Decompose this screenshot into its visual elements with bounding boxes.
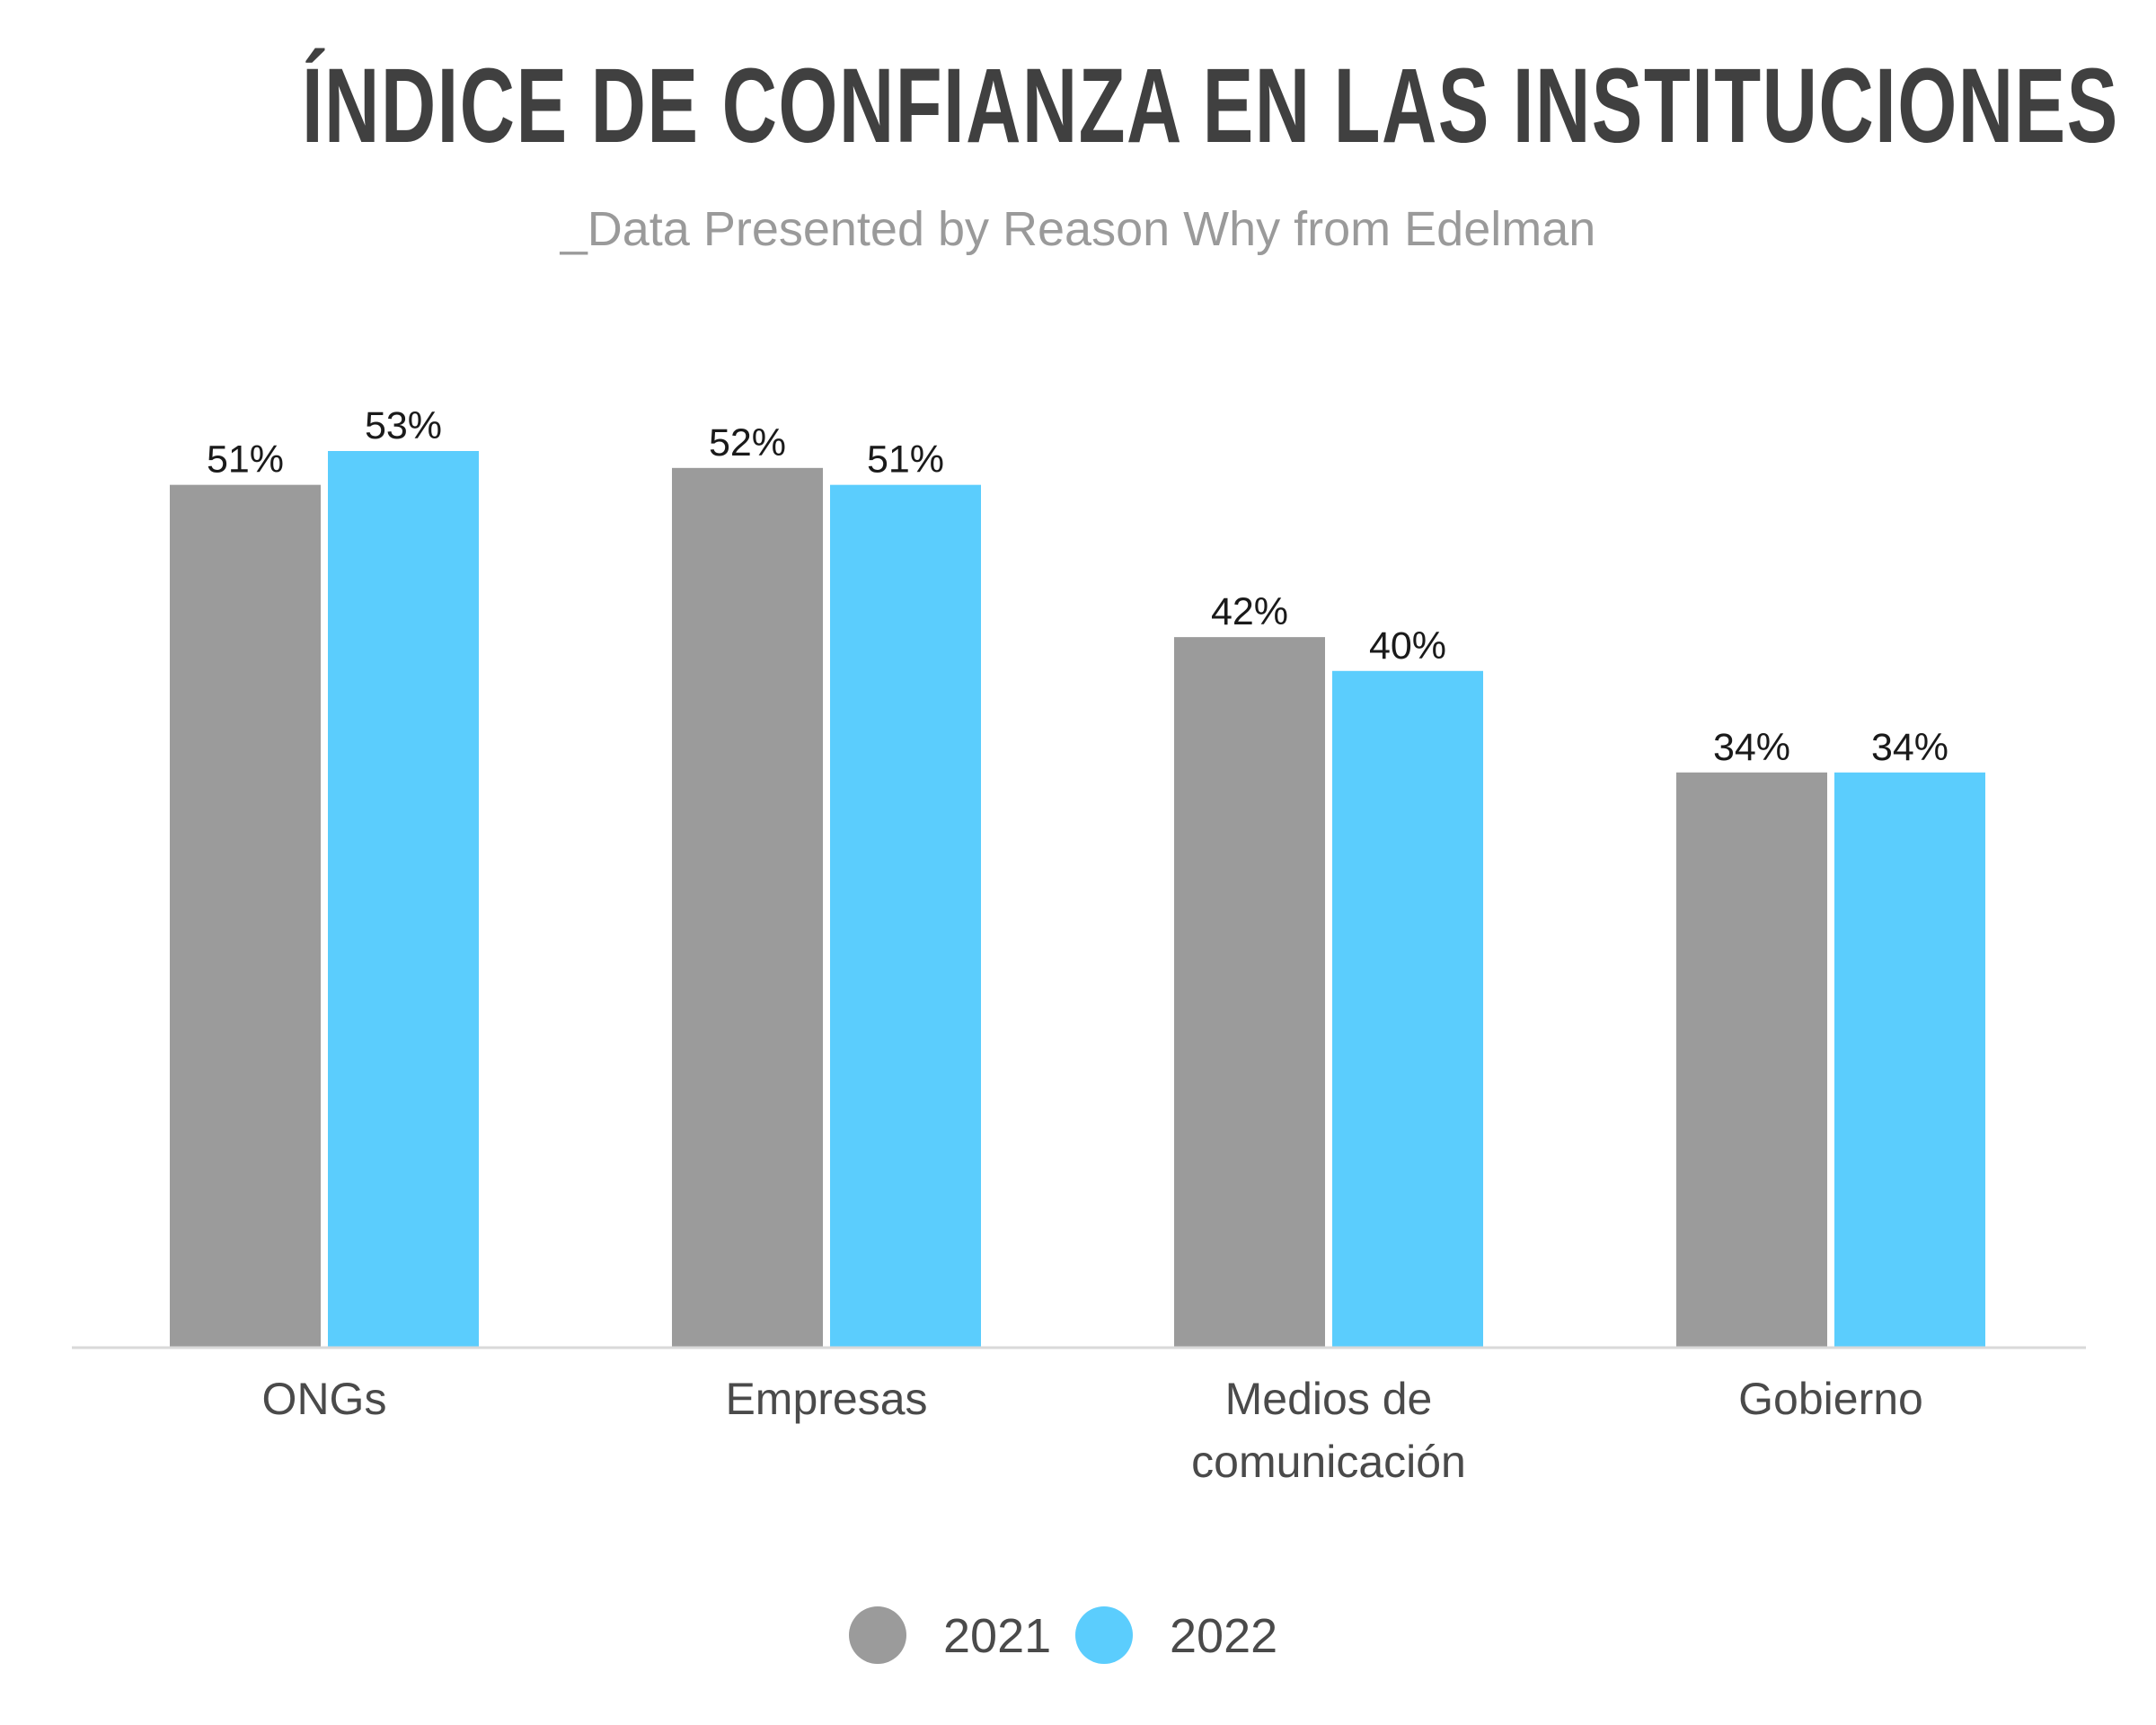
value-label-empresas-2022: 51% <box>867 438 944 482</box>
value-label-medios-de-comunicacion-2022: 40% <box>1369 624 1446 668</box>
bar-medios-de-comunicacion-2022 <box>1332 670 1483 1348</box>
category-label-medios-de-comunicacion-line-2: comunicación <box>1191 1437 1466 1487</box>
value-label-gobierno-2022: 34% <box>1871 726 1948 769</box>
bar-ongs-2022 <box>328 451 479 1348</box>
chart-title: ÍNDICE DE CONFIANZA EN LAS INSTITUCIONES <box>301 47 2119 165</box>
category-label-empresas: Empresas <box>725 1374 927 1424</box>
legend-label-2022: 2022 <box>1170 1609 1277 1663</box>
bar-medios-de-comunicacion-2021 <box>1174 637 1325 1348</box>
bar-gobierno-2021 <box>1676 772 1827 1348</box>
bar-empresas-2021 <box>672 467 823 1348</box>
bar-gobierno-2022 <box>1834 772 1985 1348</box>
chart-subtitle: _Data Presented by Reason Why from Edelm… <box>560 202 1596 256</box>
value-label-ongs-2021: 51% <box>207 438 284 482</box>
value-label-gobierno-2021: 34% <box>1713 726 1790 769</box>
value-labels-group: 51% 53% 52% 51% 42% 40% 34% 34% <box>207 404 1948 769</box>
category-label-gobierno: Gobierno <box>1738 1374 1923 1424</box>
legend: 2021 2022 <box>849 1606 1277 1664</box>
legend-swatch-2021 <box>849 1606 906 1664</box>
bar-empresas-2022 <box>830 484 981 1348</box>
value-label-ongs-2022: 53% <box>365 404 442 447</box>
bar-ongs-2021 <box>170 484 321 1348</box>
category-label-ongs: ONGs <box>262 1374 387 1424</box>
value-label-medios-de-comunicacion-2021: 42% <box>1211 590 1288 633</box>
bars-group <box>170 451 1985 1348</box>
legend-swatch-2022 <box>1075 1606 1133 1664</box>
category-labels-group: ONGs Empresas Medios de comunicación Gobiern… <box>262 1374 1923 1487</box>
legend-label-2021: 2021 <box>943 1609 1051 1663</box>
category-label-medios-de-comunicacion-line-1: Medios de <box>1225 1374 1433 1424</box>
value-label-empresas-2021: 52% <box>709 421 786 464</box>
